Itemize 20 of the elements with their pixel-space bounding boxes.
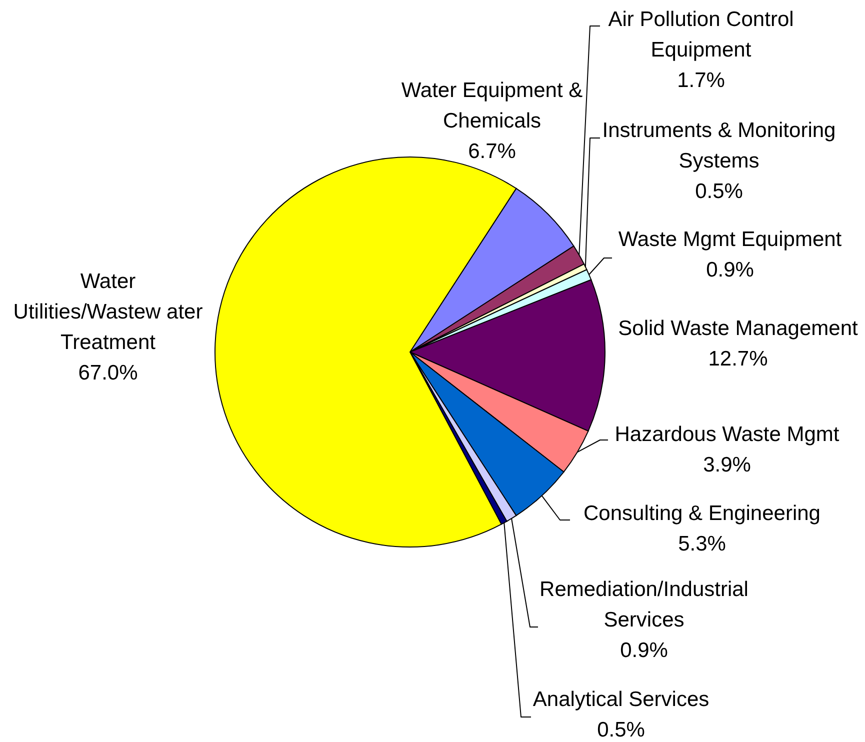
data-label: 0.5% — [597, 718, 645, 742]
slice-label: Consulting & Engineering — [584, 502, 820, 525]
slice-label: Solid Waste Management — [618, 317, 858, 340]
slice-label: Instruments & Monitoring Systems — [602, 119, 836, 172]
slice-label: Analytical Services — [532, 688, 710, 711]
slice-label: Water Equipment & Chemicals — [401, 79, 583, 132]
data-label: 6.7% — [468, 140, 516, 163]
data-label: 3.9% — [703, 454, 751, 476]
slice-label: Water Utilities/Wastew ater Treatment — [13, 270, 203, 354]
slice-label: Waste Mgmt Equipment — [618, 228, 842, 251]
slice-label: Remediation/Industrial Services — [540, 578, 748, 632]
slice-label: Hazardous Waste Mgmt — [614, 423, 840, 446]
data-label: 67.0% — [78, 362, 138, 384]
slice-label: Air Pollution Control Equipment — [608, 8, 794, 62]
data-label: 0.9% — [620, 639, 668, 662]
data-label: 0.5% — [695, 180, 743, 203]
data-label: 0.9% — [706, 258, 754, 282]
data-label: 12.7% — [708, 348, 768, 370]
data-label: 1.7% — [677, 69, 725, 92]
data-label: 5.3% — [678, 532, 726, 556]
